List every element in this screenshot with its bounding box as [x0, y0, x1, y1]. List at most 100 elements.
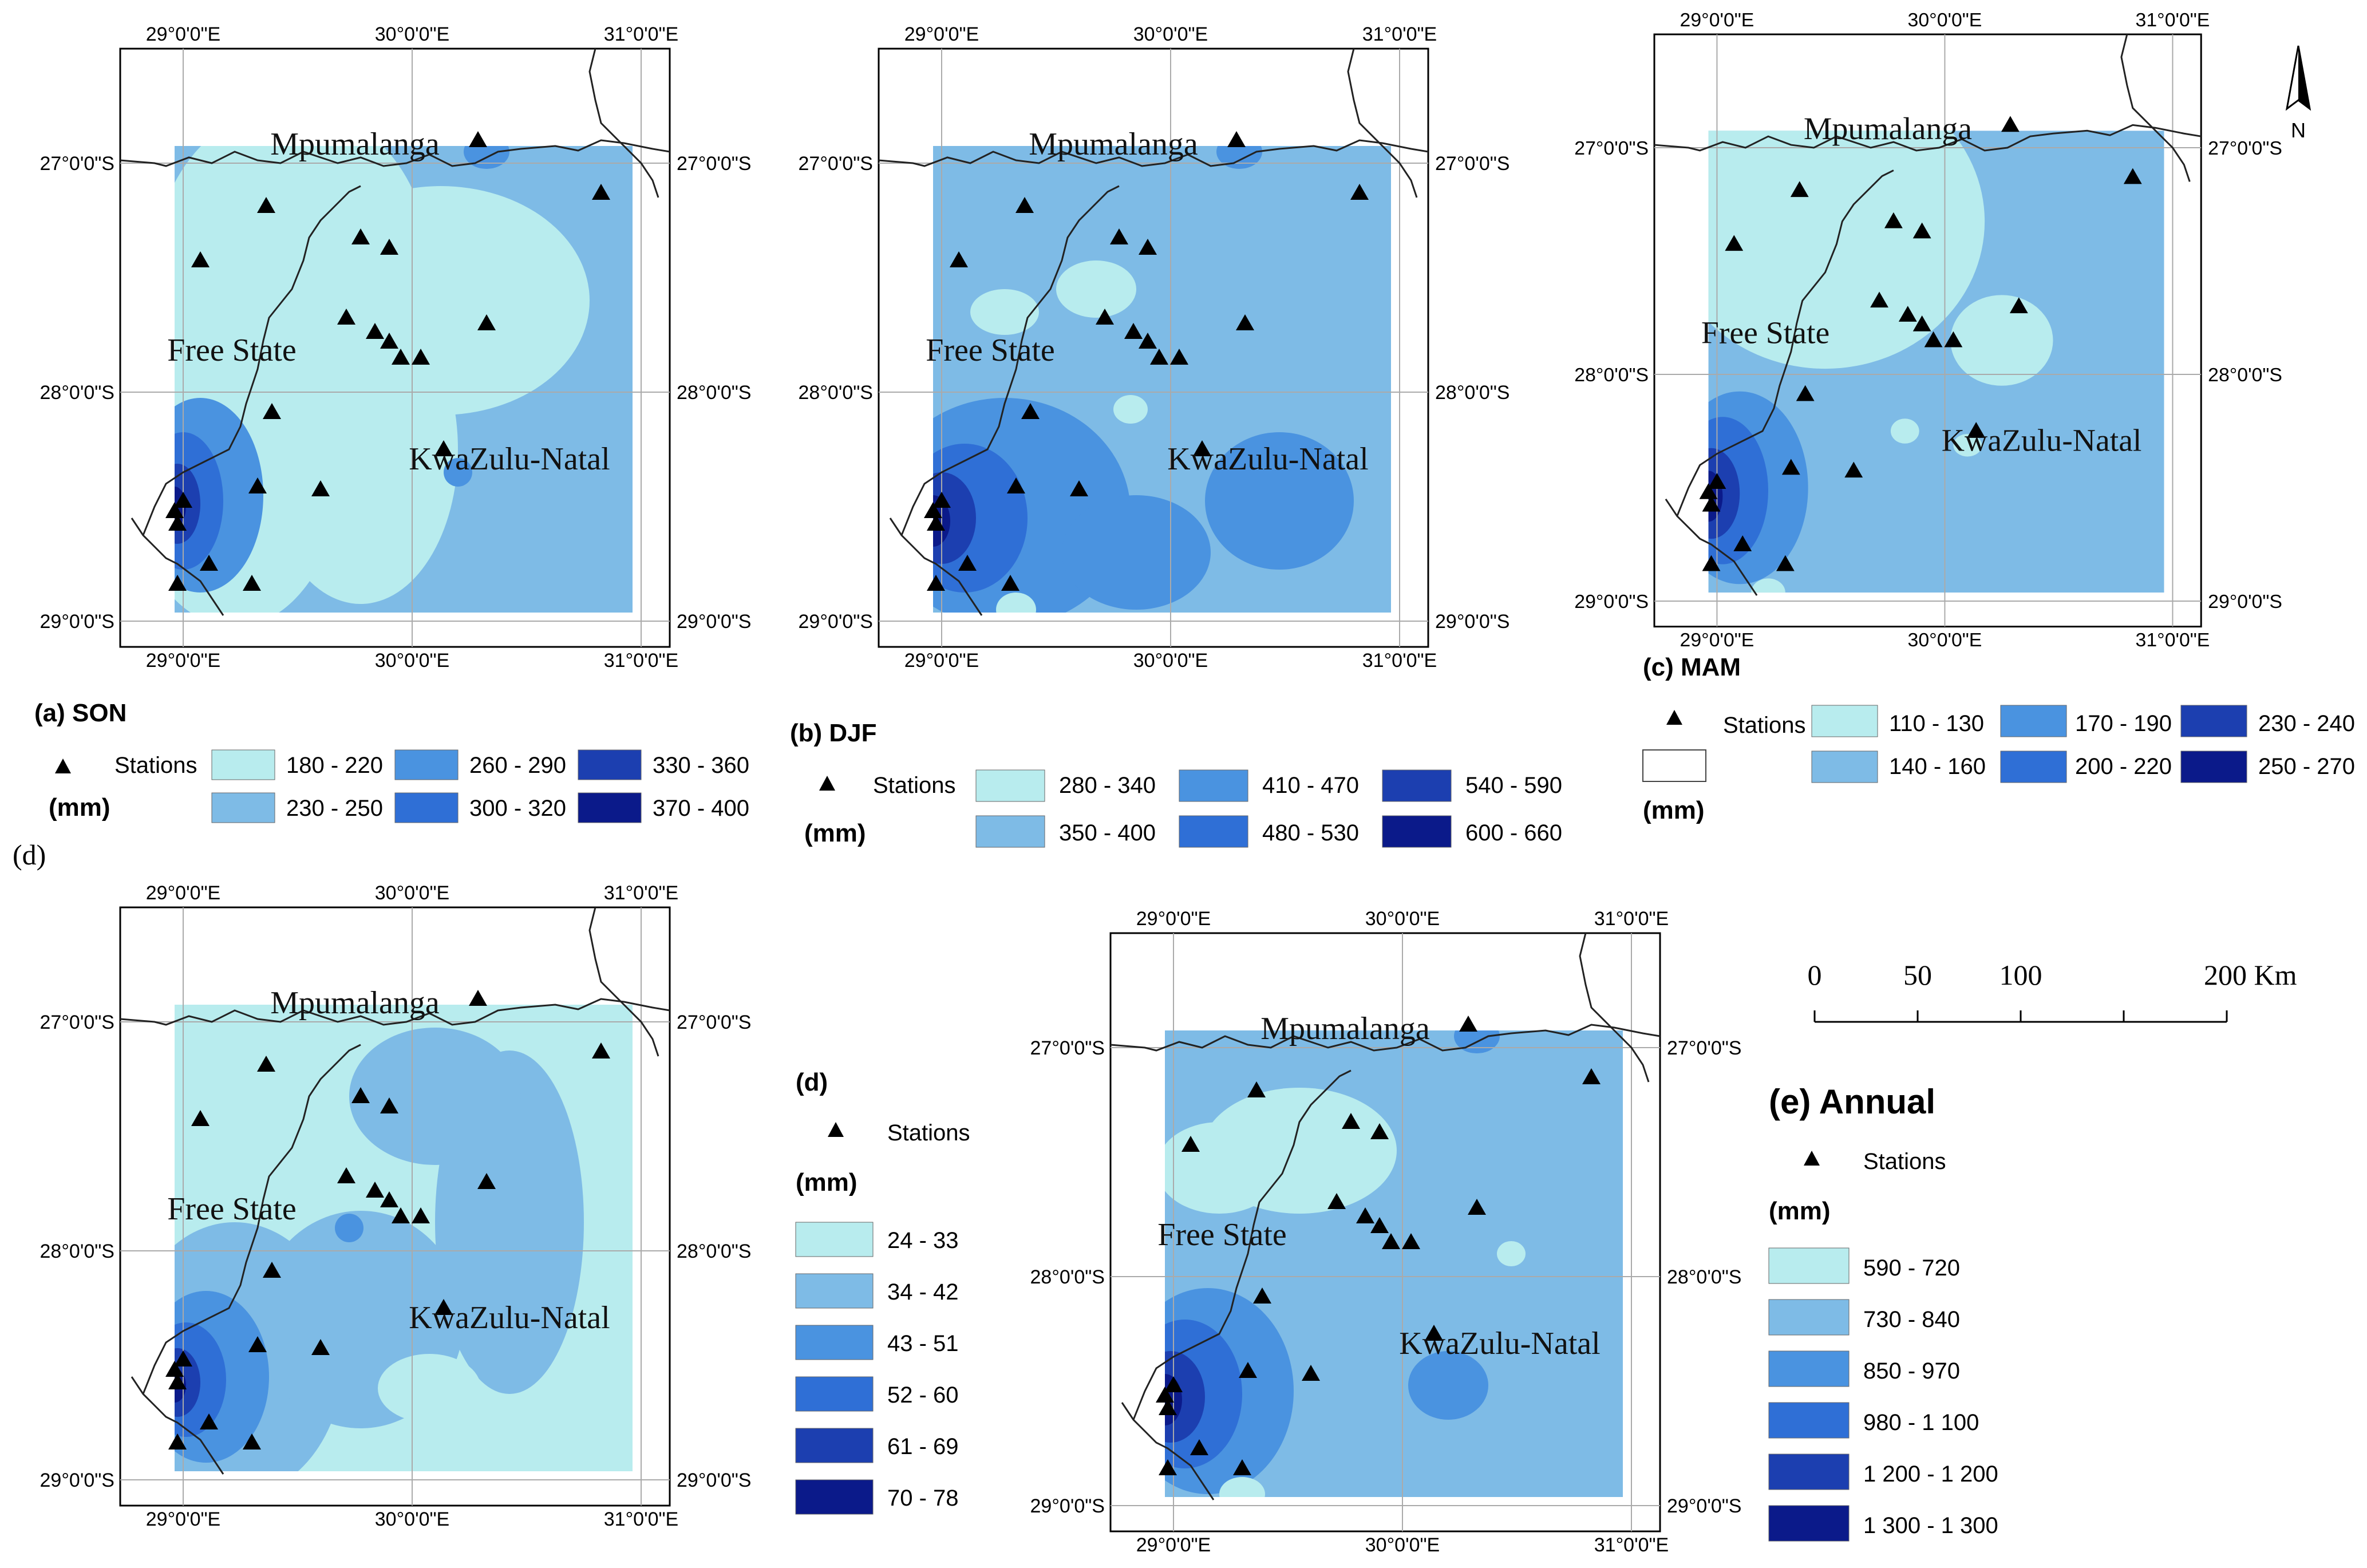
- station-triangle-icon: [1781, 459, 1800, 475]
- scale-bar: 0 50 100 200 Km: [1808, 959, 2297, 1023]
- lat-label: 29°0'0"S: [2208, 591, 2282, 613]
- longitude-labels-top: 29°0'0"E 30°0'0"E 31°0'0"E: [146, 882, 678, 904]
- legend-swatch: [211, 792, 275, 823]
- station-triangle-icon: [1725, 235, 1744, 251]
- rainfall-zone: [1113, 395, 1148, 424]
- graticule: [879, 49, 1428, 647]
- legend-annual: (e) Annual Stations (mm) 590 - 720 730 -…: [1768, 1083, 1998, 1542]
- station-triangle-icon: [257, 197, 275, 213]
- free-state-kzn-boundary: [1132, 1069, 1352, 1420]
- station-triangle-icon: [1356, 1207, 1374, 1223]
- legend-swatch: [795, 1273, 874, 1309]
- legend-swatch: [975, 815, 1045, 848]
- lat-label: 29°0'0"S: [799, 611, 873, 633]
- region-labels: Mpumalanga Free State KwaZulu-Natal: [926, 127, 1368, 477]
- station-triangle-icon: [311, 1339, 330, 1355]
- longitude-labels-bottom: 29°0'0"E 30°0'0"E 31°0'0"E: [1136, 1534, 1669, 1556]
- legend-class: 43 - 51: [887, 1331, 959, 1356]
- lon-label: 31°0'0"E: [604, 882, 678, 904]
- mpumalanga-boundary: [1111, 1024, 1660, 1052]
- lon-label: 30°0'0"E: [375, 650, 449, 672]
- station-triangle-icon: [477, 314, 496, 330]
- lon-label: 31°0'0"E: [604, 23, 678, 45]
- map-panel-d: Mpumalanga Free State KwaZulu-Natal 29°0…: [40, 882, 752, 1530]
- free-state-kzn-boundary: [142, 185, 361, 536]
- lat-label: 29°0'0"S: [40, 1470, 114, 1491]
- lat-label: 28°0'0"S: [1574, 364, 1649, 386]
- legend-swatch: [1811, 705, 1878, 737]
- legend-class: 1 200 - 1 200: [1863, 1462, 1998, 1487]
- station-markers: [165, 131, 610, 591]
- legend-swatch: [394, 749, 459, 780]
- station-triangle-icon: [351, 228, 370, 244]
- rainfall-surface: [175, 146, 633, 613]
- kzn-label: KwaZulu-Natal: [1399, 1326, 1600, 1361]
- station-triangle-icon: [1898, 306, 1917, 322]
- legend-class: 300 - 320: [469, 796, 566, 821]
- region-labels: Mpumalanga Free State KwaZulu-Natal: [167, 985, 610, 1336]
- latitude-labels-right: 27°0'0"S 28°0'0"S 29°0'0"S: [677, 1012, 751, 1491]
- rainfall-zone: [1056, 260, 1136, 318]
- legend-class: 1 300 - 1 300: [1863, 1513, 1998, 1538]
- lat-label: 27°0'0"S: [677, 153, 751, 175]
- lon-label: 29°0'0"E: [146, 23, 220, 45]
- map-panel-djf: Mpumalanga Free State KwaZulu-Natal 29°0…: [799, 23, 1510, 672]
- rainfall-zone: [1408, 1351, 1488, 1420]
- swaziland-boundary: [1347, 49, 1418, 198]
- longitude-labels-top: 29°0'0"E 30°0'0"E 31°0'0"E: [146, 23, 678, 45]
- legend-swatch: [795, 1222, 874, 1257]
- station-triangle-icon: [434, 440, 453, 456]
- region-labels: Mpumalanga Free State KwaZulu-Natal: [167, 127, 610, 477]
- station-triangle-icon: [168, 575, 187, 591]
- kzn-label: KwaZulu-Natal: [409, 1300, 610, 1336]
- station-triangle-icon: [392, 1207, 410, 1223]
- free-state-kzn-boundary: [142, 1044, 361, 1395]
- rainfall-zone: [1708, 131, 1985, 369]
- lat-label: 27°0'0"S: [1574, 137, 1649, 159]
- lat-label: 28°0'0"S: [677, 1241, 751, 1262]
- legend-swatch: [578, 792, 642, 823]
- station-triangle-icon: [477, 1173, 496, 1189]
- rainfall-zone: [1751, 578, 1785, 593]
- station-triangle-icon: [1912, 315, 1931, 331]
- legend-title: (a) SON: [34, 699, 127, 727]
- lon-label: 29°0'0"E: [146, 882, 220, 904]
- legend-swatch: [578, 749, 642, 780]
- station-triangle-icon: [243, 575, 261, 591]
- station-triangle-icon: [1170, 349, 1188, 365]
- latitude-labels-right: 27°0'0"S 28°0'0"S 29°0'0"S: [2208, 137, 2282, 613]
- station-triangle-icon: [1912, 222, 1931, 239]
- latitude-labels-right: 27°0'0"S 28°0'0"S 29°0'0"S: [1435, 153, 1509, 633]
- latitude-labels-left: 27°0'0"S 28°0'0"S 29°0'0"S: [40, 153, 114, 633]
- legend-class: 200 - 220: [2075, 754, 2172, 779]
- station-triangle-icon: [257, 1056, 275, 1072]
- latitude-labels-left: 27°0'0"S 28°0'0"S 29°0'0"S: [1030, 1037, 1105, 1517]
- station-triangle-icon: [1150, 349, 1168, 365]
- mpumalanga-boundary: [1654, 124, 2202, 152]
- lon-label: 30°0'0"E: [1133, 23, 1208, 45]
- legend-class: 140 - 160: [1889, 754, 1986, 779]
- longitude-labels-top: 29°0'0"E 30°0'0"E 31°0'0"E: [1680, 9, 2210, 31]
- lat-label: 29°0'0"S: [677, 1470, 751, 1491]
- free-state-kzn-boundary: [900, 185, 1120, 536]
- rainfall-zone: [1205, 432, 1354, 570]
- station-triangle-icon: [337, 309, 355, 325]
- station-triangle-icon: [1124, 323, 1143, 339]
- longitude-labels-bottom: 29°0'0"E 30°0'0"E 31°0'0"E: [146, 650, 678, 672]
- lat-label: 27°0'0"S: [677, 1012, 751, 1033]
- rainfall-zone: [1890, 418, 1919, 444]
- stations-label: Stations: [114, 753, 197, 778]
- province-boundaries: [120, 49, 670, 616]
- legend-class: 600 - 660: [1465, 820, 1562, 846]
- station-triangle-icon: [191, 251, 210, 267]
- free-state-label: Free State: [1157, 1217, 1286, 1253]
- rainfall-zone: [378, 1354, 481, 1423]
- lon-label: 31°0'0"E: [2136, 9, 2210, 31]
- legend-djf: (b) DJF Stations (mm) 280 - 340 350 - 40…: [790, 719, 1562, 848]
- lesotho-boundary: [131, 518, 224, 616]
- legend-swatch: [1768, 1505, 1850, 1542]
- station-triangle-icon: [1582, 1068, 1601, 1084]
- lat-label: 28°0'0"S: [40, 382, 114, 404]
- station-triangle-icon: [1884, 212, 1903, 228]
